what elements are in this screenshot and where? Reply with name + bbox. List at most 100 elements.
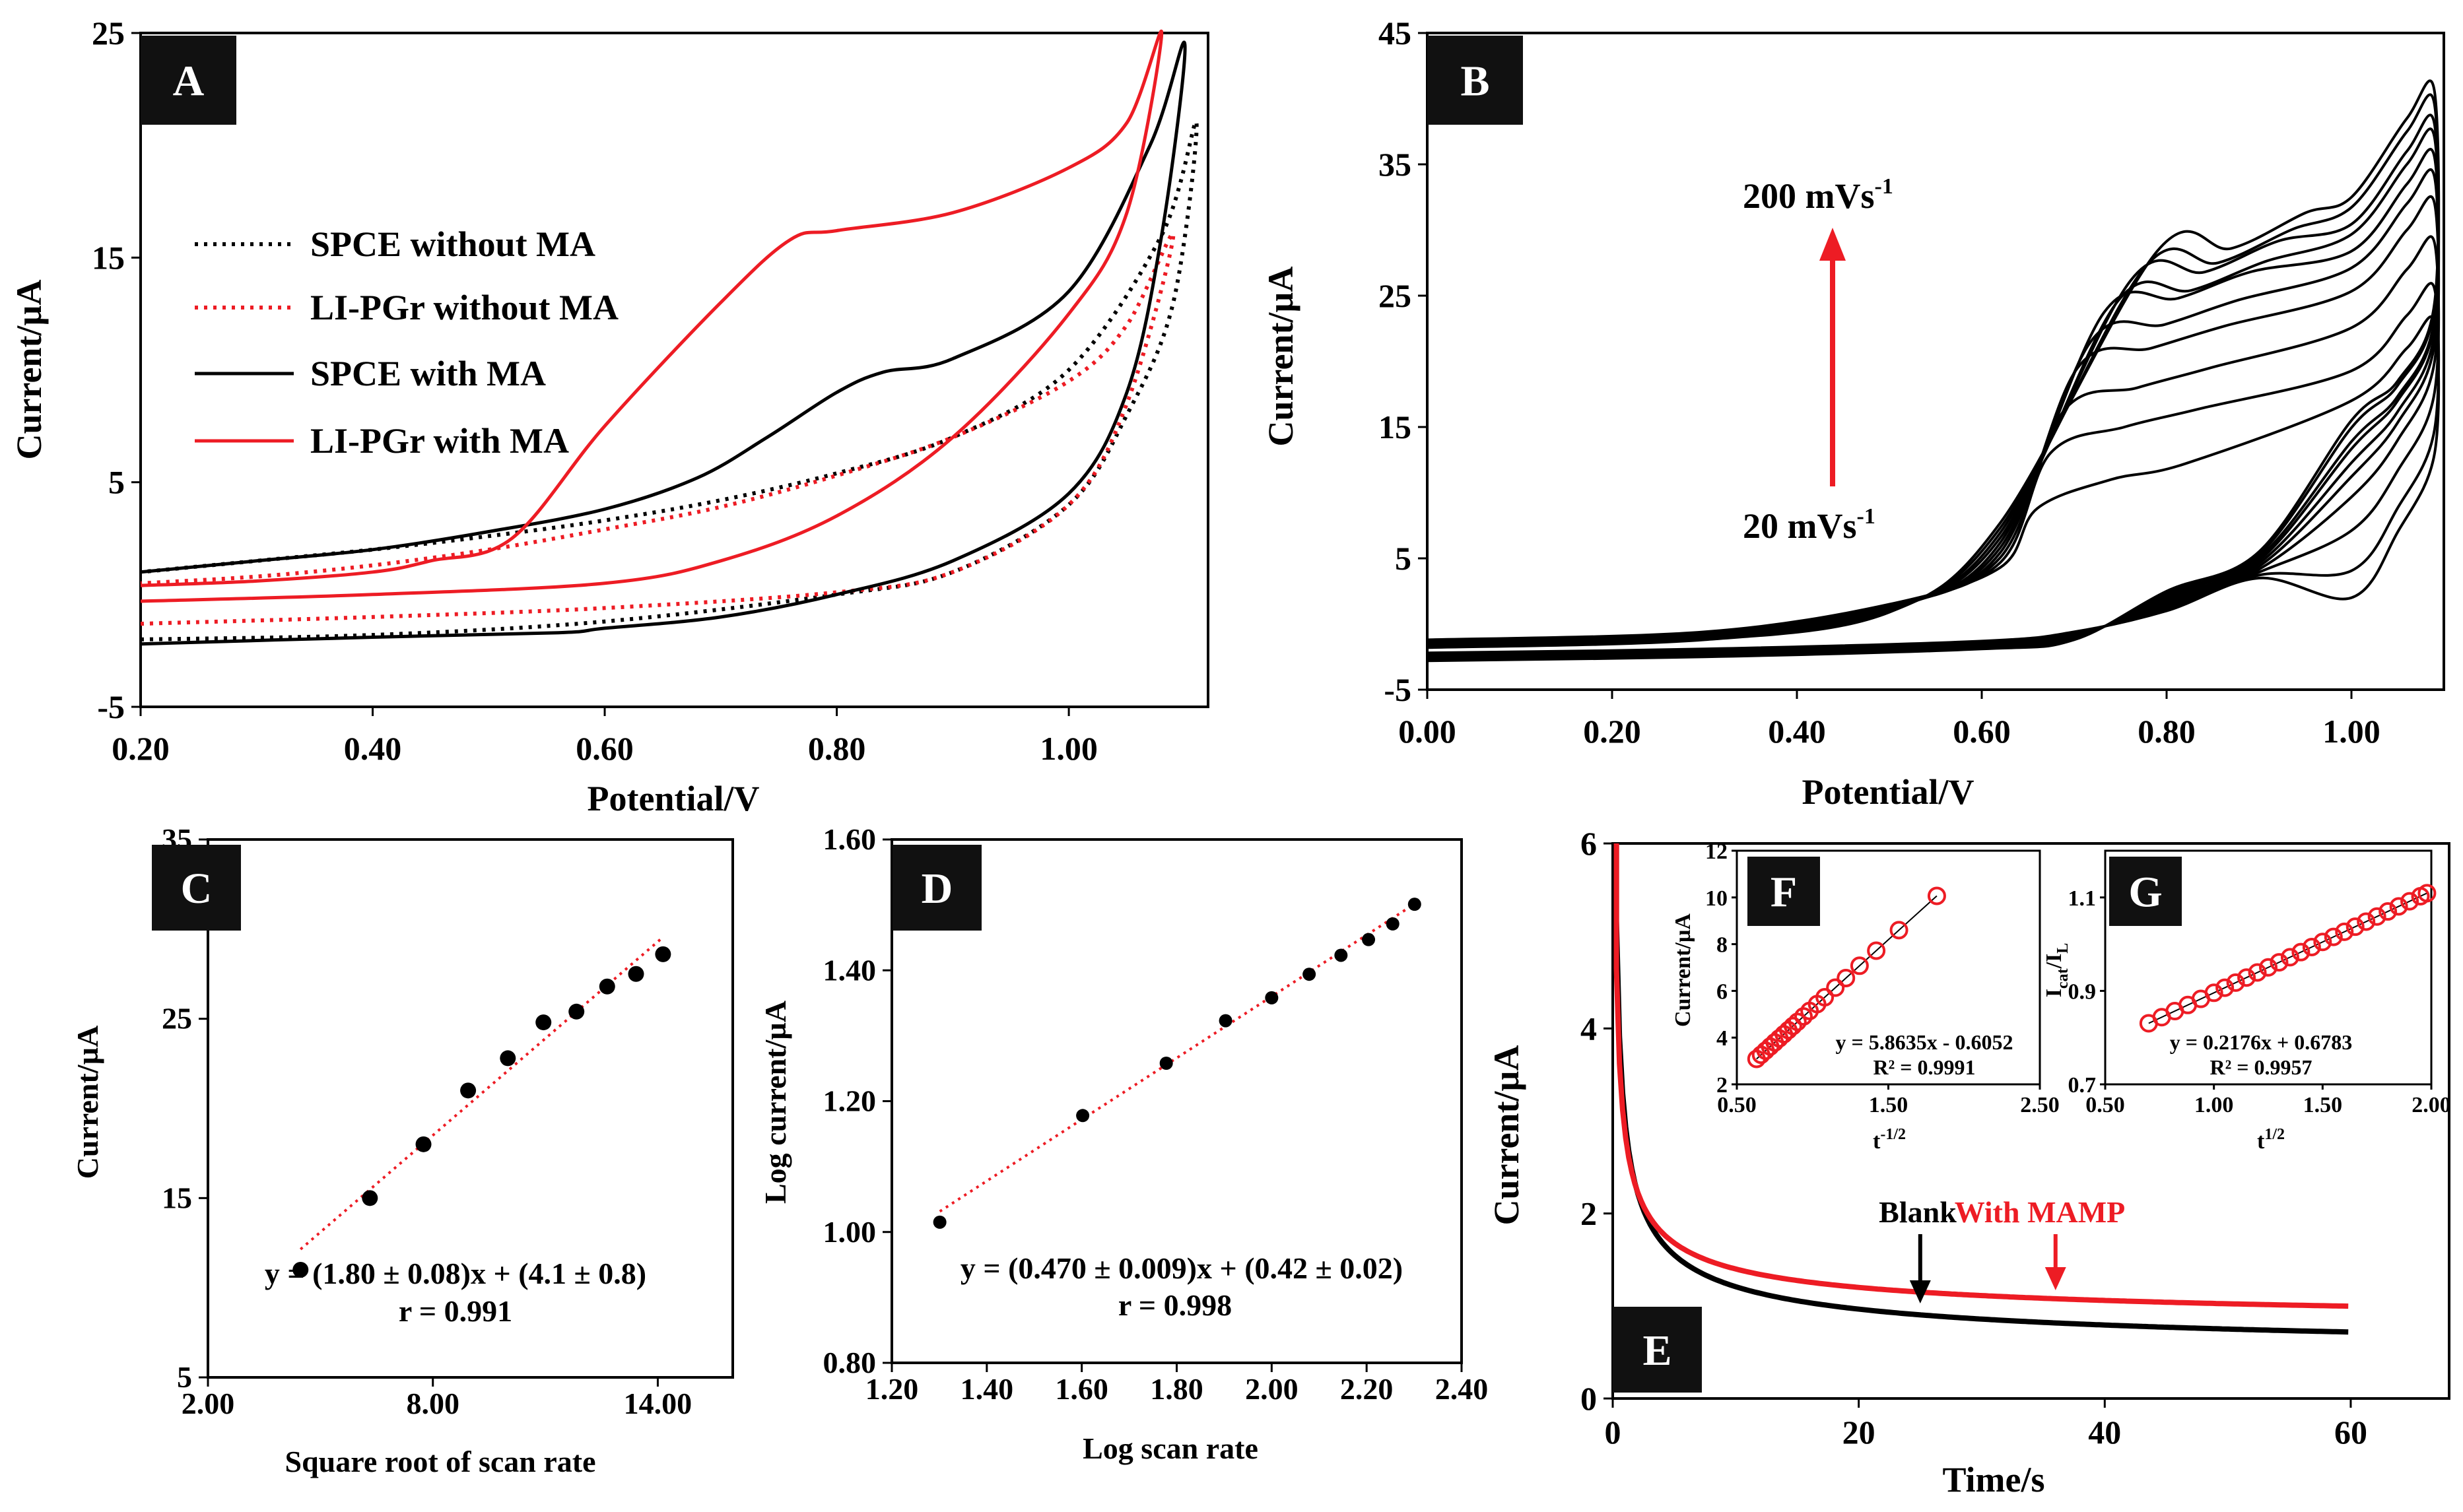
data-point-8: [1362, 933, 1376, 946]
y-tick-label: 1.60: [823, 822, 877, 856]
data-point-9: [2237, 968, 2256, 987]
y-title-slash-i: /I: [2042, 954, 2066, 970]
cv-curve-1: [140, 119, 1199, 641]
y-axis-title: Log current/µA: [759, 1001, 792, 1204]
plot-frame: [1611, 842, 2450, 1400]
blank-arrow-head: [1909, 1280, 1931, 1303]
annotation-20-mvs: 20 mVs-1: [1743, 504, 1875, 546]
data-point-17: [1850, 956, 1869, 975]
data-point-2: [1076, 1109, 1090, 1123]
y-tick-label: 15: [162, 1181, 192, 1214]
r-squared: R² = 0.9991: [1873, 1055, 1976, 1079]
y-axis-title: Current/µA: [1671, 913, 1695, 1027]
y-tick-label: 6: [1580, 825, 1597, 862]
y-tick-label: 4: [1580, 1010, 1597, 1047]
data-point-23: [2389, 897, 2408, 916]
data-point-14: [1815, 988, 1835, 1007]
r-squared: R² = 0.9957: [2210, 1055, 2312, 1079]
x-tick-label: 1.40: [961, 1372, 1014, 1406]
data-point-7: [568, 1003, 585, 1020]
annotation-200-superscript: -1: [1875, 174, 1893, 199]
data-point-13: [2280, 948, 2299, 967]
x-tick-label: 1.20: [865, 1372, 919, 1406]
panel-a-badge-background: [141, 36, 236, 125]
data-point-6: [1302, 968, 1316, 981]
x-tick-label: 0.60: [576, 730, 634, 767]
data-point-24: [2400, 892, 2419, 911]
data-point-8: [2226, 973, 2245, 992]
data-point-5: [500, 1050, 516, 1067]
x-tick-label: 2.00: [1245, 1372, 1299, 1406]
x-tick-label: 1.50: [1869, 1093, 1908, 1117]
x-tick-label: 1.00: [2322, 713, 2380, 750]
data-point-6: [2204, 983, 2223, 1003]
data-point-18: [1867, 941, 1886, 960]
panel-f-badge-letter: F: [1771, 869, 1797, 917]
y-tick-label: 0.7: [2068, 1073, 2097, 1098]
y-tick-label: 4: [1716, 1026, 1728, 1051]
data-point-14: [2291, 942, 2311, 962]
data-point-20: [1927, 886, 1946, 905]
x-tick-label: 0.20: [1583, 713, 1641, 750]
annotation-200-mvs: 200 mVs-1: [1743, 174, 1893, 216]
panel-f-inset-cottrell: 0.50 1.50 2.50 2 4 6 8 10 12 y = 5.8635x - 0.6052…: [1671, 839, 2060, 1154]
data-point-7: [2215, 978, 2235, 997]
regression-equation: y = 0.2176x + 0.6783: [2170, 1030, 2352, 1054]
data-point-11: [2259, 958, 2277, 977]
y-tick-label: 6: [1716, 979, 1728, 1004]
y-axis-title: Current/µA: [9, 279, 49, 459]
x-tick-label: 2.20: [1340, 1372, 1394, 1406]
data-point-8: [599, 978, 615, 995]
panel-a-badge-letter: A: [173, 57, 205, 106]
plot-frame: [1426, 32, 2445, 691]
data-point-10: [2248, 963, 2267, 982]
panel-b-badge-background: [1427, 36, 1523, 125]
y-tick-label: 8: [1716, 933, 1728, 958]
x-tick-label: 40: [2088, 1414, 2121, 1451]
plot-frame: [139, 32, 1209, 708]
x-tick-label: 1.00: [1040, 730, 1098, 767]
data-point-7: [1334, 948, 1348, 962]
x-tick-label: 0.80: [808, 730, 866, 767]
y-tick-label: 2: [1580, 1195, 1597, 1232]
data-point-1: [292, 1262, 309, 1278]
y-axis-title: Current/µA: [1487, 1045, 1526, 1225]
data-point-12: [2270, 953, 2289, 972]
panel-b-scan-rate-cv: 0.00 0.20 0.40 0.60 0.80 1.00 -5 5 15 25 35 45 200 m…: [1261, 15, 2445, 812]
panel-b-badge-letter: B: [1460, 57, 1489, 106]
legend-label: SPCE without MA: [310, 224, 595, 264]
panel-e-badge-letter: E: [1642, 1327, 1671, 1375]
data-point-18: [2335, 922, 2354, 941]
correlation-r: r = 0.998: [1118, 1288, 1232, 1322]
blank-label: Blank: [1879, 1195, 1957, 1229]
data-point-16: [2313, 933, 2332, 952]
y-title-i: I: [2042, 989, 2066, 997]
with-mamp-current-curve: [1613, 843, 2349, 1309]
x-tick-label: 8.00: [406, 1387, 459, 1420]
data-point-9: [628, 966, 644, 982]
y-tick-label: 2: [1716, 1073, 1728, 1098]
panel-d-badge-letter: D: [922, 865, 953, 913]
data-point-26: [2417, 884, 2437, 903]
x-axis-title-superscript: 1/2: [2264, 1126, 2285, 1143]
data-point-4: [1219, 1014, 1232, 1028]
y-title-l-subscript: L: [2054, 943, 2072, 954]
data-point-20: [2357, 912, 2376, 931]
correlation-r: r = 0.991: [399, 1294, 512, 1328]
x-tick-label: 0.40: [1768, 713, 1826, 750]
y-tick-label: 1.40: [823, 953, 877, 987]
data-point-10: [655, 946, 671, 962]
data-point-15: [2302, 937, 2321, 956]
y-axis-title: Icat/IL: [2042, 943, 2072, 998]
legend-label: SPCE with MA: [310, 354, 546, 393]
data-point-19: [1889, 921, 1908, 940]
data-point-22: [2379, 902, 2398, 921]
x-tick-label: 0: [1605, 1414, 1621, 1451]
x-tick-label: 0.40: [344, 730, 402, 767]
data-point-17: [2324, 927, 2343, 946]
x-tick-label: 1.00: [2194, 1093, 2234, 1117]
scan-rate-curve-200: [1427, 79, 2441, 663]
plot-frame: [2104, 849, 2433, 1086]
